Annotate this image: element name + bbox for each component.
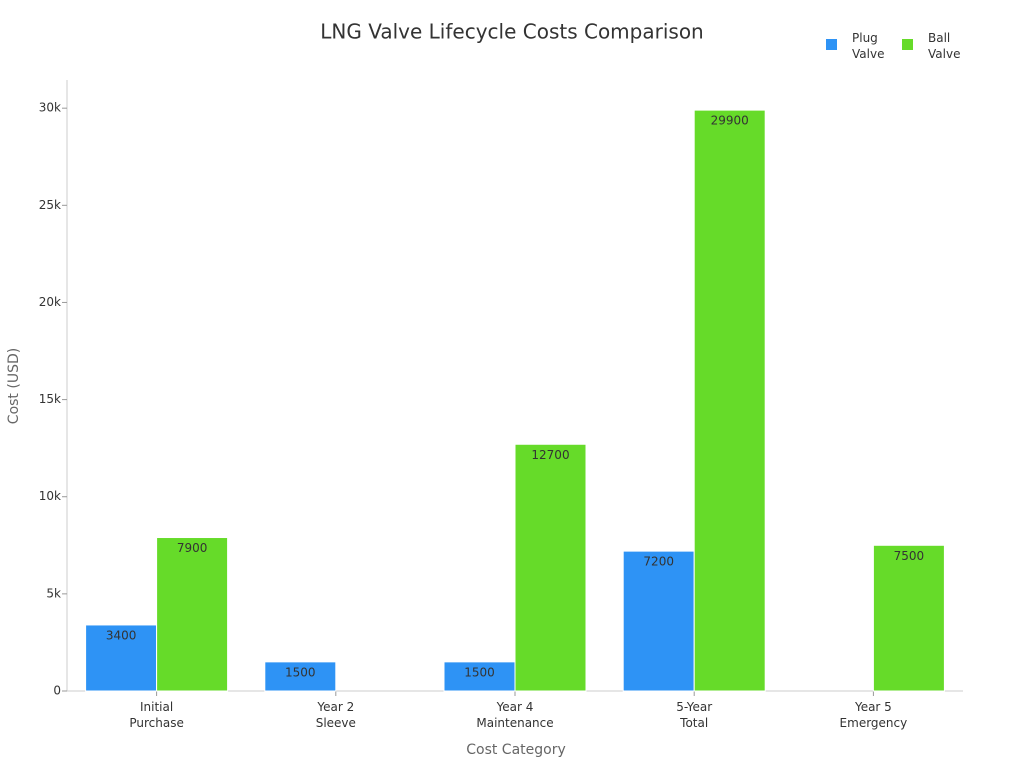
bar	[872, 544, 945, 692]
bar	[514, 443, 587, 692]
value-label: 1500	[285, 665, 316, 679]
value-label: 3400	[106, 628, 137, 642]
bar	[693, 109, 766, 692]
value-label: 7900	[177, 541, 208, 555]
bar	[156, 537, 229, 692]
value-label: 29900	[711, 114, 749, 128]
bar	[264, 661, 337, 692]
y-tick-label: 25k	[39, 198, 61, 212]
bar	[622, 550, 695, 692]
x-tick-label: 5-Year Total	[676, 700, 713, 730]
value-label: 7200	[643, 555, 674, 569]
legend-label: Plug Valve	[852, 31, 885, 61]
value-label: 12700	[531, 448, 569, 462]
y-axis-label: Cost (USD)	[6, 348, 22, 424]
y-tick-label: 20k	[39, 295, 61, 309]
x-tick-label: Year 4 Maintenance	[476, 700, 554, 730]
x-tick-label: Year 5 Emergency	[839, 700, 908, 730]
y-tick-label: 15k	[39, 392, 61, 406]
y-tick-label: 10k	[39, 489, 61, 503]
legend-swatch	[826, 39, 837, 50]
y-tick-label: 30k	[39, 101, 61, 115]
y-tick-label: 0	[53, 684, 61, 698]
value-label: 7500	[894, 549, 925, 563]
bar	[443, 661, 516, 692]
chart-title: LNG Valve Lifecycle Costs Comparison	[320, 20, 703, 44]
x-tick-label: Initial Purchase	[129, 700, 184, 730]
y-tick-label: 5k	[46, 586, 61, 600]
legend-label: Ball Valve	[928, 31, 961, 61]
x-tick-label: Year 2 Sleeve	[315, 700, 356, 730]
legend-swatch	[902, 39, 913, 50]
value-label: 1500	[464, 665, 495, 679]
x-axis-label: Cost Category	[466, 742, 566, 758]
